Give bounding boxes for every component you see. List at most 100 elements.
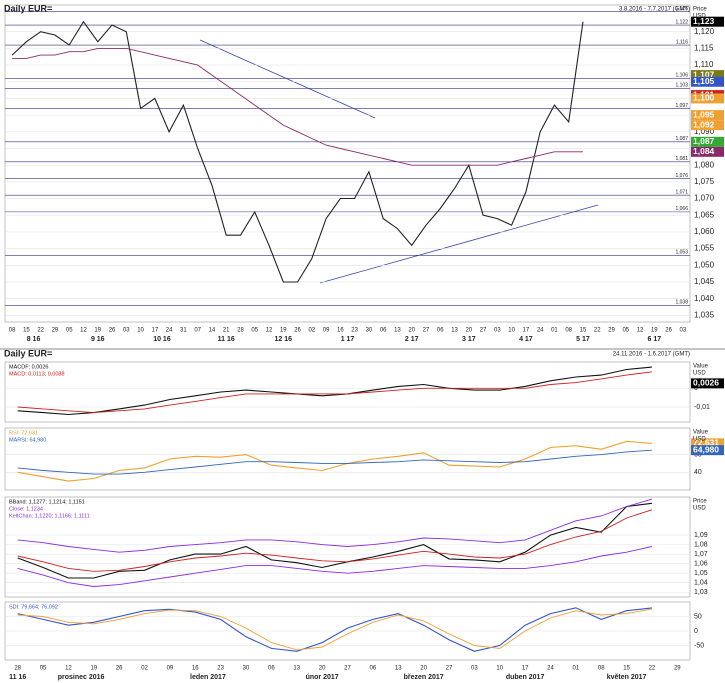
x-tick-label: 10 (508, 328, 515, 334)
level-label: 1,097 (675, 103, 688, 109)
price-tag-label: 1,095 (693, 109, 715, 119)
month-label: 9 16 (91, 336, 105, 343)
price-tag-label: 1,092 (693, 119, 715, 129)
price-tag-label: 1,100 (693, 93, 715, 103)
x-tick-label: 06 (380, 328, 387, 334)
x-tick-label: 19 (94, 328, 101, 334)
x-tick-label: 15 (623, 666, 630, 672)
trend-line (199, 39, 376, 119)
x-tick-label: 20 (420, 666, 427, 672)
x-tick-label: 23 (351, 328, 358, 334)
x-tick-label: 17 (152, 328, 159, 334)
x-tick-label: 16 (337, 328, 344, 334)
legend-entry: RSI: 72,631 (9, 430, 38, 436)
legend-entry: MARSI: 64,980 (9, 437, 46, 443)
price-tag (691, 93, 724, 104)
x-tick-label: 03 (471, 666, 478, 672)
axis-header: Price (693, 499, 707, 505)
x-tick-label: 06 (370, 666, 377, 672)
y-tick-label: 1,035 (694, 310, 715, 319)
x-tick-label: 03 (494, 328, 501, 334)
x-tick-label: 21 (223, 328, 230, 334)
x-tick-label: 15 (23, 328, 30, 334)
y-tick-label: 1,065 (694, 210, 715, 219)
axis-header: USD (693, 506, 706, 512)
x-tick-label: 28 (237, 328, 244, 334)
trend-line (319, 204, 599, 284)
price-tag (691, 120, 724, 131)
y-tick-label: 40 (694, 469, 702, 476)
price-tag (691, 136, 724, 147)
x-tick-label: 24 (547, 666, 554, 672)
x-tick-label: 01 (551, 328, 558, 334)
x-tick-label: 19 (90, 666, 97, 672)
series-line (17, 608, 652, 651)
month-label: 6 17 (648, 336, 662, 343)
panel-frame (4, 361, 691, 423)
series-line (17, 509, 653, 572)
x-tick-label: 24 (537, 328, 544, 334)
axis-header: USD (693, 14, 706, 20)
x-tick-label: 29 (52, 328, 59, 334)
y-tick-label: 1,09 (694, 532, 708, 539)
series-line (17, 366, 652, 416)
price-tag (691, 70, 724, 81)
price-tag-label: 1,084 (693, 146, 715, 156)
x-tick-label: 27 (446, 666, 453, 672)
x-tick-label: 31 (180, 328, 187, 334)
x-tick-label: 12 (65, 666, 72, 672)
x-tick-label: 27 (423, 328, 430, 334)
y-tick-label: 50 (694, 613, 702, 620)
legend-entry: BBand: 1,1277; 1,1214; 1,1151 (9, 499, 85, 505)
level-label: 1,116 (676, 39, 688, 45)
series-line (17, 440, 652, 482)
x-tick-label: 09 (323, 328, 330, 334)
x-tick-label: 30 (366, 328, 373, 334)
month-label: 2 17 (405, 336, 419, 343)
x-tick-label: 27 (480, 328, 487, 334)
month-label: 11 16 (218, 336, 235, 343)
level-label: 1,126 (675, 6, 688, 12)
chart-subtitle: 24.11.2016 - 1.6.2017 (GMT) (613, 352, 690, 358)
axis-header: Value (693, 364, 709, 370)
level-label: 1,053 (675, 250, 688, 256)
legend-entry: MACD: 0,0113; 0,0088 (9, 371, 65, 377)
price-tag-label: 0,0026 (693, 378, 719, 388)
price-tag-label: 64,980 (693, 444, 719, 454)
x-tick-label: 22 (594, 328, 601, 334)
x-tick-label: 02 (141, 666, 148, 672)
y-tick-label: 0 (694, 628, 698, 635)
level-label: 1,081 (675, 156, 688, 162)
x-tick-label: 05 (66, 328, 73, 334)
series-line (17, 371, 652, 414)
panel-frame (4, 496, 691, 598)
x-tick-label: 13 (395, 666, 402, 672)
axis-header: Value (693, 430, 709, 436)
y-tick-label: 1,04 (694, 580, 708, 587)
x-tick-label: 13 (293, 666, 300, 672)
level-label: 1,106 (675, 73, 688, 79)
x-tick-label: 05 (622, 328, 629, 334)
month-label: 1 17 (341, 336, 355, 343)
x-tick-label: 03 (680, 328, 687, 334)
x-tick-label: 26 (116, 666, 123, 672)
y-tick-label: 1,090 (694, 127, 715, 136)
axis-header: Price (693, 7, 707, 13)
x-tick-label: 30 (243, 666, 250, 672)
x-tick-label: 17 (523, 328, 530, 334)
legend-entry: SDI: 79,664; 76,092 (9, 604, 58, 610)
series-line (17, 498, 653, 553)
month-label: březen 2017 (404, 674, 444, 681)
series-line (17, 546, 652, 587)
level-label: 1,122 (675, 19, 688, 25)
price-tag-label: 1,123 (693, 16, 715, 26)
series-line (11, 20, 584, 283)
x-tick-label: 17 (522, 666, 529, 672)
panel-frame (4, 427, 691, 491)
x-tick-label: 19 (651, 328, 658, 334)
price-tag (691, 16, 724, 27)
axis-header: USD (693, 437, 706, 443)
y-tick-label: 1,050 (694, 260, 715, 269)
price-tag-label: 72,631 (693, 438, 719, 448)
